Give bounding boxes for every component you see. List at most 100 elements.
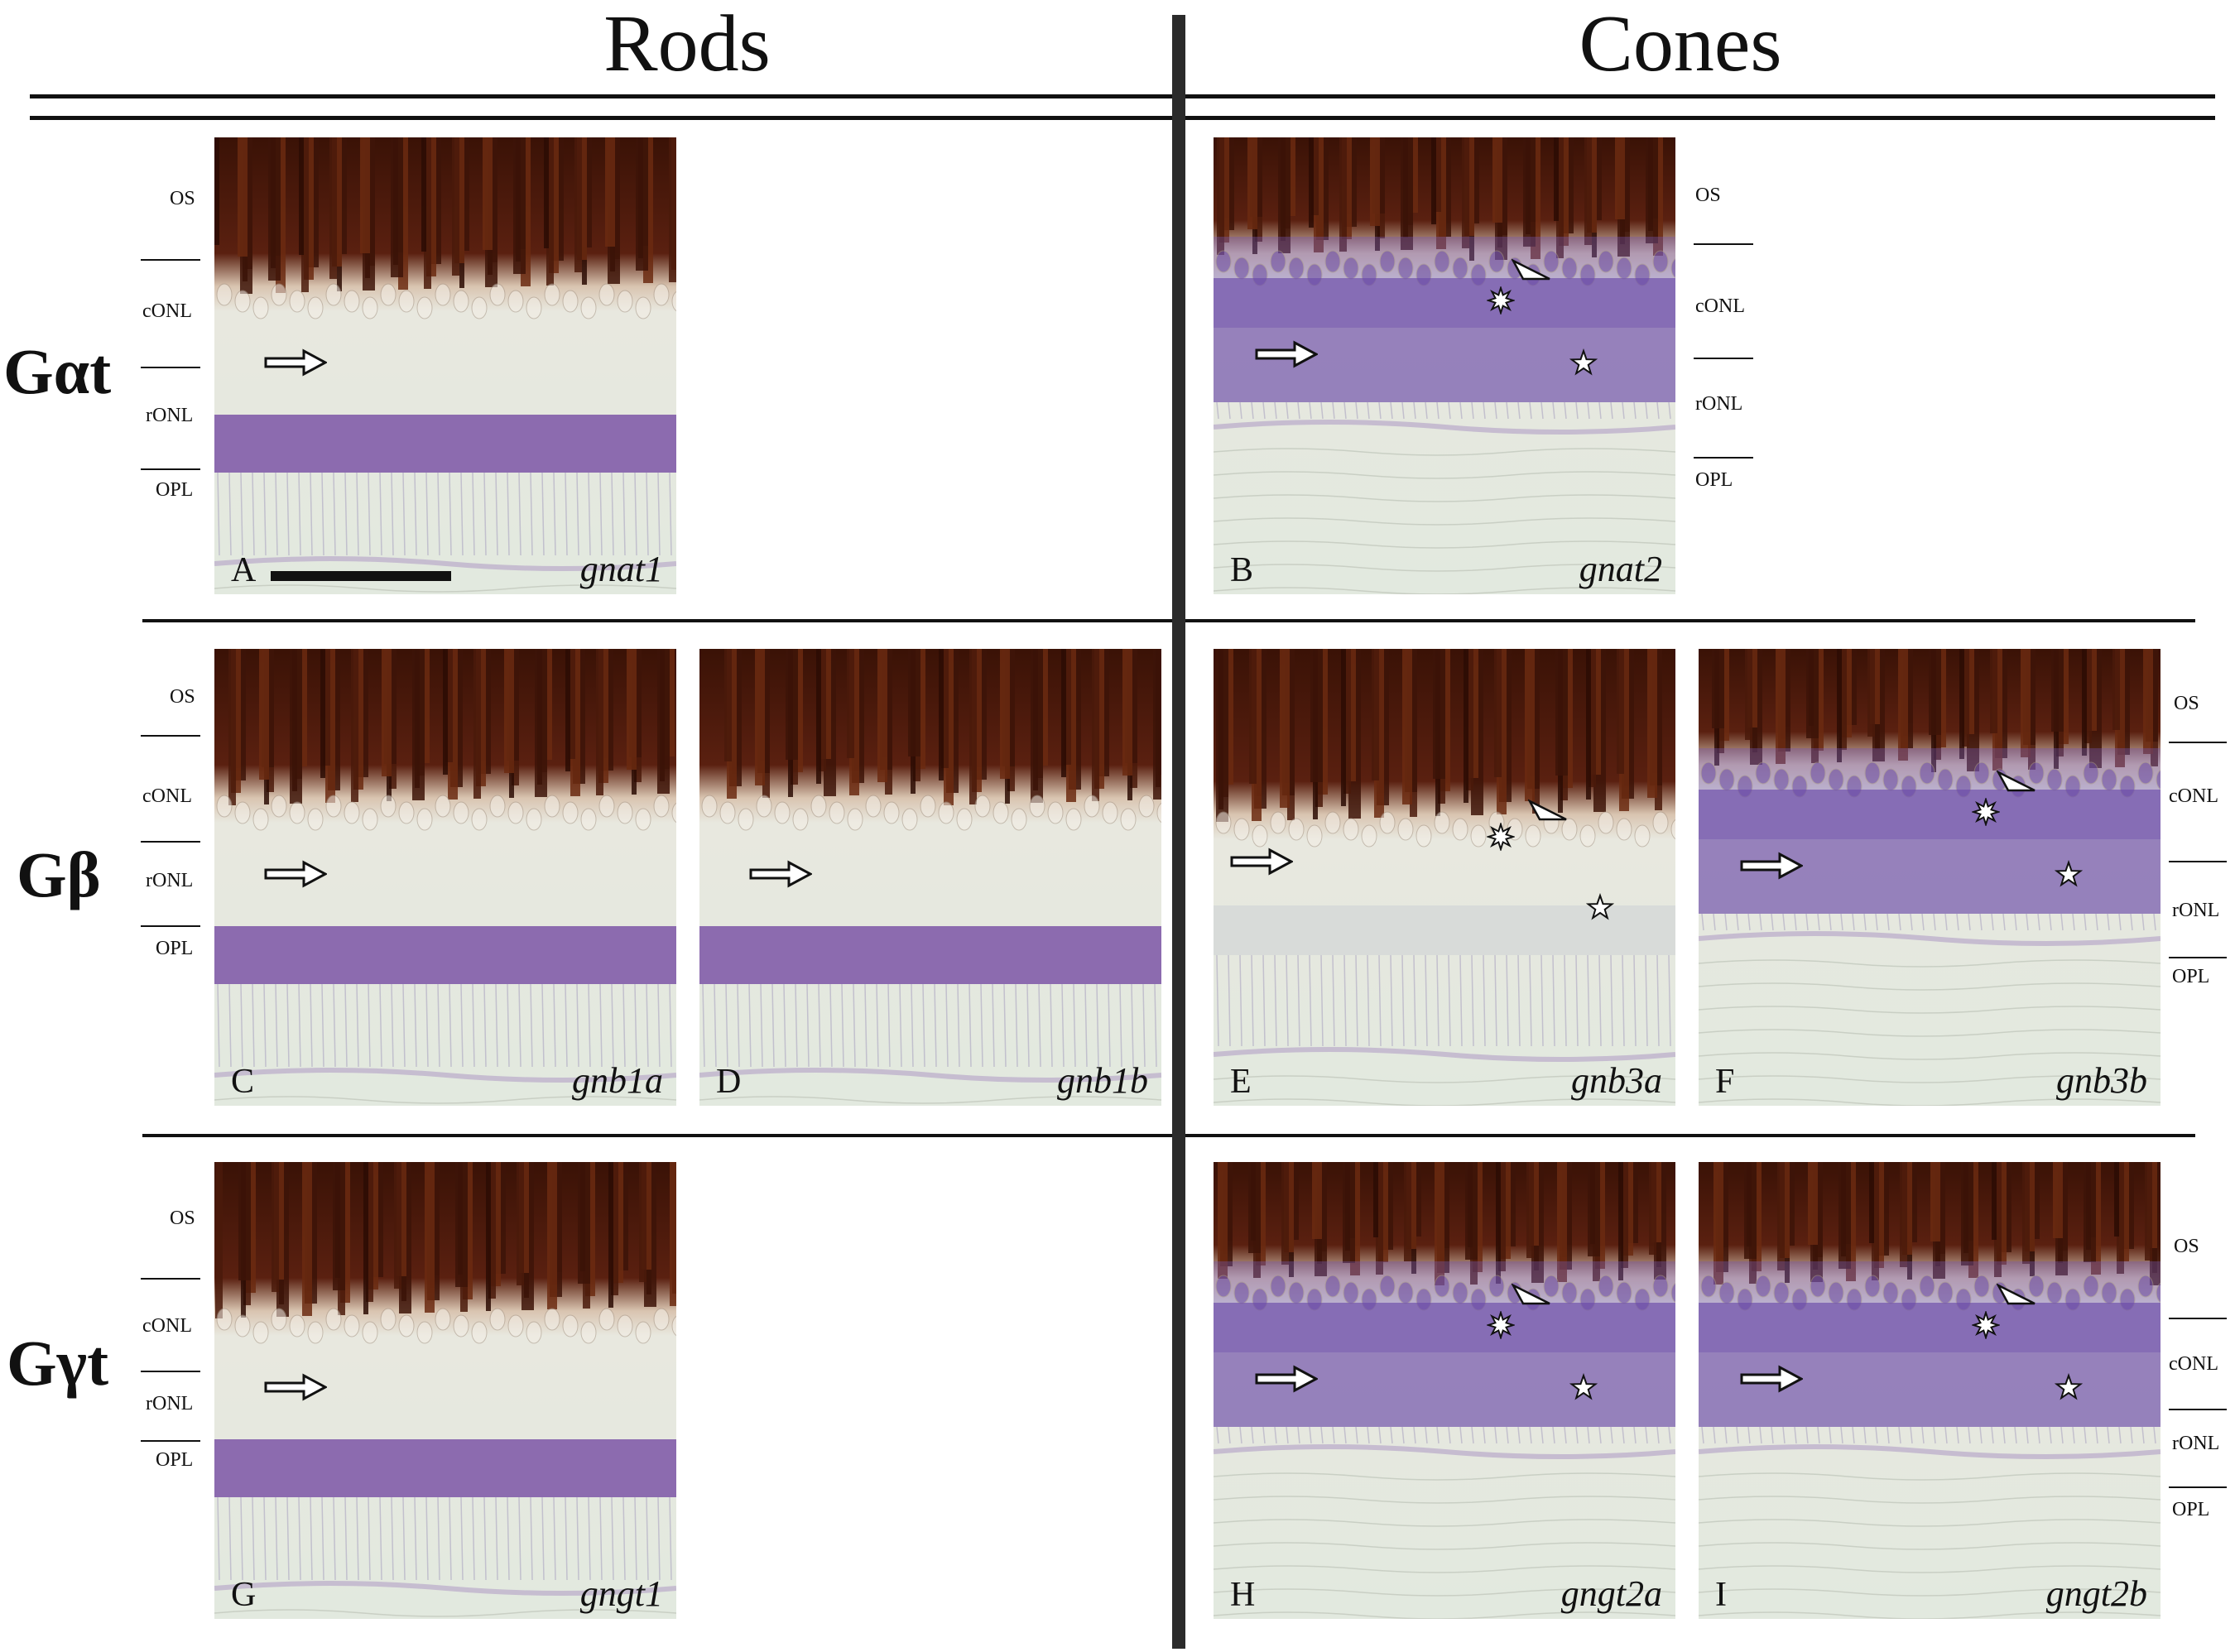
layer-tick — [141, 367, 200, 368]
layer-tick — [141, 1440, 200, 1442]
panel-e: E gnb3a — [1214, 649, 1675, 1106]
arrowhead-icon — [1512, 1283, 1550, 1305]
layer-tick — [1694, 457, 1753, 459]
panel-letter: H — [1230, 1576, 1256, 1614]
micrograph — [214, 1162, 676, 1619]
layer-opl: OPL — [156, 938, 194, 959]
star-icon — [2055, 1373, 2083, 1400]
layer-opl: OPL — [2172, 966, 2210, 987]
panel-a: A gnat1 — [214, 137, 676, 594]
layer-tick — [141, 841, 200, 843]
row-label-gbeta: Gβ — [17, 838, 101, 910]
panel-f: F gnb3b — [1699, 649, 2160, 1106]
layer-tick — [141, 468, 200, 470]
arrow-icon — [1740, 852, 1803, 880]
layer-tick — [141, 1371, 200, 1372]
layer-os: OS — [170, 1208, 195, 1229]
layer-conl: cONL — [142, 300, 192, 322]
gene-label: gnb3b — [2056, 1060, 2147, 1101]
layer-tick — [1694, 243, 1753, 245]
layer-os: OS — [2174, 1236, 2199, 1257]
scale-bar — [271, 571, 451, 581]
panel-letter: B — [1230, 551, 1254, 589]
arrowhead-icon — [1512, 258, 1550, 281]
starburst-icon — [1487, 823, 1515, 851]
layer-ronl: rONL — [2172, 900, 2220, 921]
panel-letter: G — [231, 1576, 257, 1614]
arrow-icon — [1255, 340, 1318, 368]
micrograph — [1214, 1162, 1675, 1619]
gene-label: gngt2b — [2045, 1573, 2147, 1614]
layer-ronl: rONL — [146, 1393, 194, 1414]
layer-tick — [2169, 1318, 2227, 1319]
layer-conl: cONL — [2169, 1353, 2218, 1375]
gene-label: gnb1a — [572, 1060, 663, 1101]
row-divider-1 — [142, 619, 2195, 622]
layer-os: OS — [170, 188, 195, 209]
gene-label: gnb1b — [1057, 1060, 1148, 1101]
header-rule-top — [30, 94, 2215, 98]
arrowhead-icon — [1997, 1283, 2036, 1305]
gene-label: gnat1 — [579, 549, 663, 589]
layer-ronl: rONL — [146, 870, 194, 891]
layer-opl: OPL — [156, 1449, 194, 1471]
layer-ronl: rONL — [2172, 1433, 2220, 1454]
layer-tick — [2169, 1409, 2227, 1410]
micrograph — [214, 137, 676, 594]
layer-tick — [141, 1278, 200, 1280]
panel-g: G gngt1 — [214, 1162, 676, 1619]
star-icon — [2055, 860, 2083, 887]
panel-c: C gnb1a — [214, 649, 676, 1106]
row-label-galpha-t: Gαt — [3, 335, 112, 407]
arrow-icon — [1740, 1365, 1803, 1393]
layer-ronl: rONL — [146, 405, 194, 426]
panel-letter: D — [716, 1063, 742, 1101]
layer-tick — [1694, 358, 1753, 359]
arrow-icon — [264, 1373, 327, 1401]
arrow-icon — [264, 348, 327, 377]
starburst-icon — [1487, 286, 1515, 315]
panel-letter: A — [231, 551, 257, 589]
header-rule-bottom — [30, 116, 2215, 120]
starburst-icon — [1487, 1311, 1515, 1339]
cones-title: Cones — [1579, 0, 1782, 89]
arrow-icon — [1230, 848, 1293, 876]
star-icon — [1569, 1373, 1598, 1400]
layer-tick — [2169, 861, 2227, 862]
layer-opl: OPL — [156, 479, 194, 501]
panel-i: I gngt2b — [1699, 1162, 2160, 1619]
layer-conl: cONL — [1695, 295, 1745, 317]
panel-letter: C — [231, 1063, 255, 1101]
layer-tick — [141, 735, 200, 737]
layer-os: OS — [2174, 693, 2199, 714]
gene-label: gngt1 — [579, 1573, 663, 1614]
layer-os: OS — [170, 686, 195, 708]
layer-ronl: rONL — [1695, 393, 1743, 415]
starburst-icon — [1972, 1311, 2000, 1339]
layer-conl: cONL — [142, 785, 192, 807]
layer-tick — [2169, 957, 2227, 958]
star-icon — [1569, 348, 1598, 376]
panel-d: D gnb1b — [699, 649, 1161, 1106]
arrow-icon — [1255, 1365, 1318, 1393]
gene-label: gnb3a — [1571, 1060, 1662, 1101]
arrowhead-icon — [1528, 799, 1567, 821]
micrograph — [1214, 137, 1675, 594]
starburst-icon — [1972, 798, 2000, 826]
panel-letter: E — [1230, 1063, 1252, 1101]
gene-label: gnat2 — [1579, 549, 1662, 589]
panel-h: H gngt2a — [1214, 1162, 1675, 1619]
panel-b: B gnat2 — [1214, 137, 1675, 594]
star-icon — [1586, 893, 1614, 920]
micrograph — [1699, 649, 2160, 1106]
layer-tick — [2169, 1486, 2227, 1488]
column-divider — [1172, 15, 1185, 1649]
layer-opl: OPL — [1695, 469, 1733, 491]
layer-tick — [141, 259, 200, 261]
gene-label: gngt2a — [1560, 1573, 1662, 1614]
arrow-icon — [264, 860, 327, 888]
layer-conl: cONL — [2169, 785, 2218, 807]
row-divider-2 — [142, 1134, 2195, 1137]
layer-tick — [2169, 742, 2227, 743]
panel-letter: F — [1715, 1063, 1735, 1101]
